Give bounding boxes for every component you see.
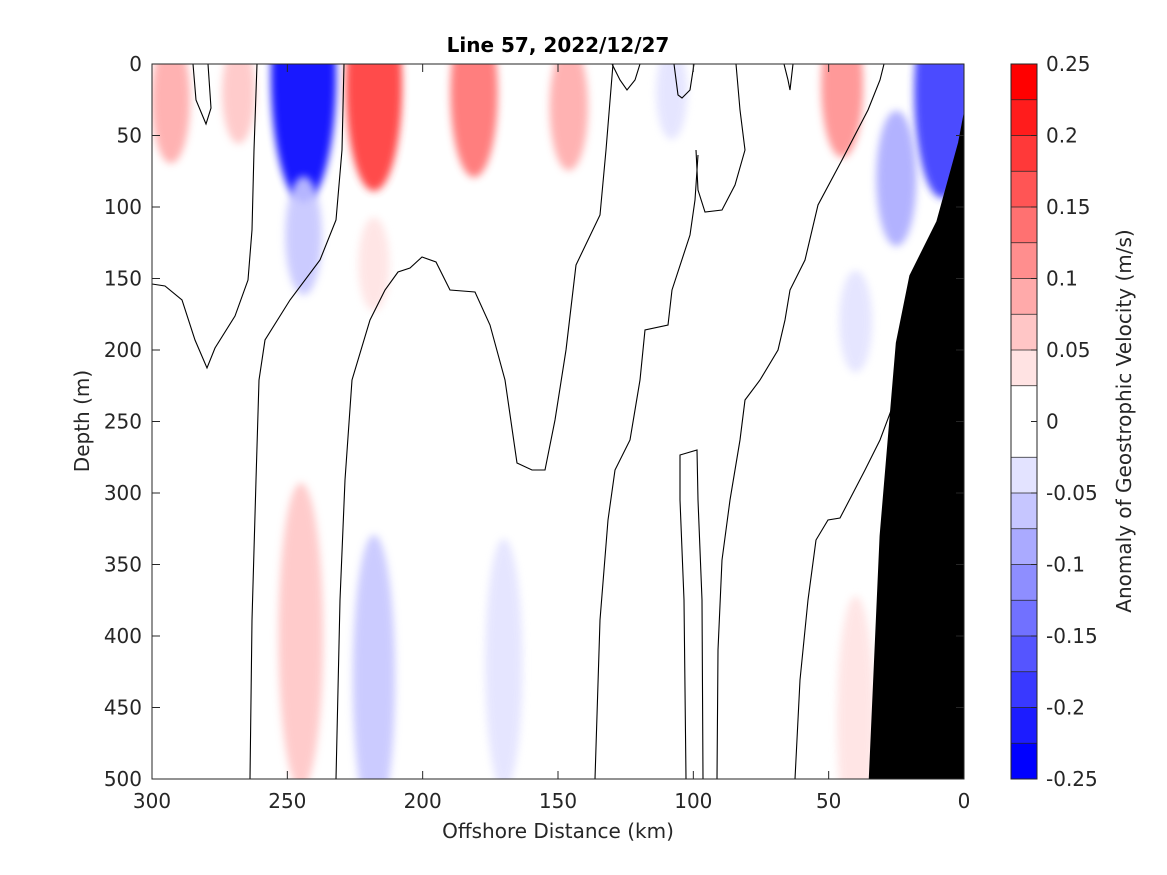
zero-contour-12 [783, 64, 794, 91]
colorbar-tick-label: 0.2 [1046, 124, 1078, 148]
y-tick-label: 500 [104, 767, 142, 791]
anomaly-feature [876, 110, 917, 247]
x-axis-label: Offshore Distance (km) [442, 819, 674, 843]
colorbar: 0.25 0.2 0.15 0.1 0.05 0 -0.05 -0.1 -0.15 -0.2 -0.… [1010, 52, 1098, 791]
zero-contour-3 [335, 64, 614, 779]
zero-contour-9 [611, 64, 641, 91]
anomaly-feature [358, 217, 390, 311]
colorbar-swatches [1011, 64, 1037, 779]
x-tick-label: 250 [268, 789, 306, 813]
anomaly-feature [222, 64, 256, 144]
colorbar-label: Anomaly of Geostrophic Velocity (m/s) [1112, 229, 1136, 612]
x-tick-label: 150 [539, 789, 577, 813]
x-tick-label: 300 [133, 789, 171, 813]
colorbar-swatch [1011, 564, 1037, 601]
colorbar-swatch [1011, 528, 1037, 565]
colorbar-swatch [1011, 135, 1037, 172]
zero-contour-6 [716, 64, 885, 779]
colorbar-tick-label: 0.1 [1046, 267, 1078, 291]
anomaly-feature [352, 534, 396, 779]
colorbar-swatch [1011, 314, 1037, 350]
zero-contour-1 [152, 64, 258, 370]
y-tick-label: 200 [104, 338, 142, 362]
y-tick-label: 0 [129, 52, 142, 76]
y-tick-label: 400 [104, 624, 142, 648]
anomaly-feature [485, 538, 523, 779]
colorbar-swatch [1011, 671, 1037, 708]
colorbar-swatch [1011, 171, 1037, 207]
x-tick-label: 200 [404, 789, 442, 813]
y-tick-label: 150 [104, 267, 142, 291]
x-axis: 300 250 200 150 100 50 0 [133, 64, 970, 813]
colorbar-tick-label: 0.25 [1046, 52, 1091, 76]
colorbar-tick-label: -0.05 [1046, 481, 1098, 505]
plot-area: 300 250 200 150 100 50 0 050100150200250300350… [104, 52, 971, 813]
x-tick-label: 0 [958, 789, 971, 813]
colorbar-tick-label: -0.15 [1046, 624, 1098, 648]
anomaly-feature [656, 64, 688, 140]
colorbar-swatch [1011, 636, 1037, 672]
y-tick-label: 50 [117, 124, 142, 148]
anomaly-feature [345, 64, 403, 192]
anomaly-feature [836, 595, 875, 779]
colorbar-tick-label: 0.15 [1046, 195, 1091, 219]
zero-contour-4 [594, 154, 699, 779]
colorbar-tick-label: -0.25 [1046, 767, 1098, 791]
colorbar-tick-label: -0.1 [1046, 553, 1085, 577]
colorbar-swatch [1011, 457, 1037, 493]
anomaly-feature [549, 64, 589, 171]
anomaly-feature [285, 176, 322, 295]
colorbar-swatch [1011, 600, 1037, 636]
anomaly-feature [270, 64, 337, 203]
y-tick-label: 450 [104, 696, 142, 720]
y-axis-label: Depth (m) [70, 370, 94, 472]
zero-contour-11 [695, 64, 746, 213]
zero-contour-2 [249, 64, 345, 779]
colorbar-swatch [1011, 278, 1037, 315]
zero-contours [152, 64, 899, 779]
anomaly-field [152, 64, 964, 779]
anomaly-feature [152, 64, 191, 164]
colorbar-tick-label: 0.05 [1046, 338, 1091, 362]
colorbar-swatch [1011, 242, 1037, 279]
colorbar-swatch [1011, 743, 1037, 779]
anomaly-feature [839, 270, 873, 373]
zero-contour-10 [673, 64, 695, 99]
anomaly-feature [821, 64, 864, 158]
colorbar-ticks: 0.25 0.2 0.15 0.1 0.05 0 -0.05 -0.1 -0.15 -0.2 -0.… [1031, 52, 1098, 791]
colorbar-tick-label: -0.2 [1046, 696, 1085, 720]
y-axis: 0 50 100 150 200 250 300 350 400 450 500 [104, 52, 964, 791]
bathymetry-mask [868, 113, 964, 779]
anomaly-feature [914, 64, 964, 199]
x-tick-label: 100 [674, 789, 712, 813]
colorbar-swatch [1011, 493, 1037, 529]
colorbar-tick-label: 0 [1046, 410, 1059, 434]
y-tick-label: 250 [104, 410, 142, 434]
colorbar-swatch [1011, 207, 1037, 243]
chart-title: Line 57, 2022/12/27 [447, 33, 670, 57]
zero-contour-7 [794, 349, 899, 779]
colorbar-swatch [1011, 64, 1037, 100]
anomaly-feature [450, 64, 498, 178]
y-tick-label: 350 [104, 553, 142, 577]
colorbar-swatch [1011, 707, 1037, 744]
y-tick-label: 300 [104, 481, 142, 505]
y-tick-label: 100 [104, 195, 142, 219]
colorbar-swatch [1011, 99, 1037, 136]
zero-contour-8 [192, 64, 212, 126]
zero-contour-5 [679, 449, 704, 779]
x-tick-label: 50 [816, 789, 841, 813]
colorbar-swatch [1011, 350, 1037, 386]
anomaly-feature [278, 483, 324, 779]
